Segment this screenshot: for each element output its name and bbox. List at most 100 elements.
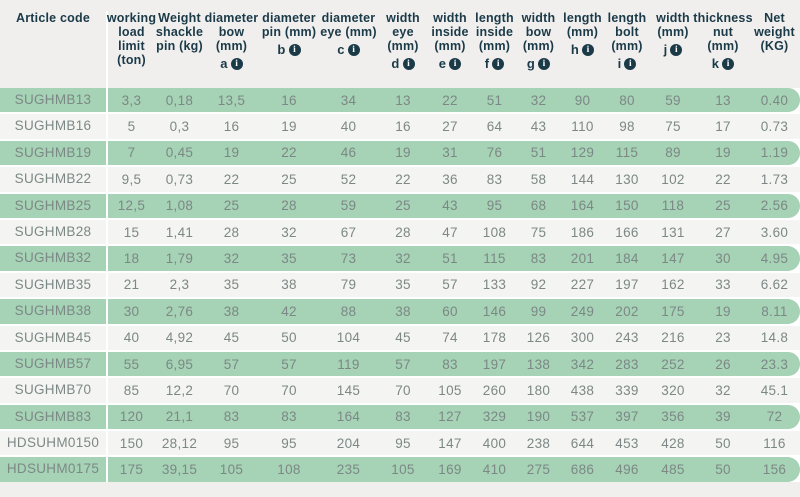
info-icon[interactable]: i — [449, 58, 462, 70]
value-cell-diameter-bow: 16 — [223, 119, 240, 135]
value-cell-width-bow: 126 — [526, 330, 551, 346]
info-icon[interactable]: i — [582, 44, 595, 56]
info-icon[interactable]: i — [347, 44, 360, 56]
value-cell-length-bolt: 339 — [615, 382, 639, 398]
value-cell-width: 162 — [661, 277, 685, 293]
value-cell-length-bolt: 496 — [615, 462, 639, 478]
column-header-line: weight — [754, 25, 795, 39]
value-cell-length: 186 — [570, 224, 595, 240]
table-row: SUGHMB19 7 0,45 19 22 46 19 31 76 51 129 115 89 19 1.1… — [0, 140, 800, 166]
value-cell-width-eye: 70 — [395, 382, 411, 398]
value-cell-diameter-eye: 59 — [340, 198, 357, 214]
value-cell-width-eye: 13 — [395, 92, 411, 108]
value-cell-length: 201 — [570, 251, 595, 267]
article-code-cell: HDSUHM0175 — [0, 457, 108, 482]
value-cell-length-inside: 178 — [482, 330, 507, 346]
value-cell-length-inside: 400 — [482, 435, 507, 451]
value-cell-length-bolt: 243 — [615, 330, 639, 346]
column-header-line: inside — [475, 25, 514, 39]
value-cell-weight-shackle-pin: 2,76 — [165, 303, 194, 319]
column-header-article-code: Article code — [0, 11, 108, 88]
column-header-line: (mm) — [215, 39, 248, 53]
value-cell-net-weight: 2.56 — [760, 198, 789, 214]
info-icon[interactable]: i — [402, 58, 415, 70]
table-row: SUGHMB32 18 1,79 32 35 73 32 51 115 83 201 184 147 30… — [0, 246, 800, 271]
dimension-letter: g — [526, 56, 536, 71]
value-cell-weight-shackle-pin: 0,73 — [165, 171, 194, 187]
value-cell-net-weight: 156 — [762, 462, 787, 478]
table-row: SUGHMB70 85 12,2 70 70 145 70 105 260 180 438 339 32… — [0, 378, 800, 403]
info-icon[interactable]: i — [492, 58, 505, 70]
dimension-letter: b — [277, 42, 286, 57]
value-cell-net-weight: 0.40 — [760, 92, 789, 108]
info-icon[interactable]: i — [538, 58, 551, 70]
value-cell-diameter-bow: 13,5 — [217, 92, 246, 108]
value-cell-width: 175 — [661, 303, 685, 319]
column-header-line: length — [563, 11, 602, 25]
value-cell-length: 227 — [570, 277, 595, 293]
value-cell-width-inside: 22 — [442, 92, 458, 108]
info-icon[interactable]: i — [670, 44, 683, 56]
table-row: SUGHMB28 15 1,41 28 32 67 28 47 108 75 186 166 131 27… — [0, 219, 800, 245]
value-cell-width-bow: 180 — [526, 382, 551, 398]
info-icon[interactable]: i — [722, 58, 735, 70]
info-icon[interactable]: i — [230, 58, 243, 70]
value-cell-diameter-pin: 35 — [281, 251, 297, 267]
value-cell-width-bow: 99 — [530, 303, 547, 319]
value-cell-length-bolt: 98 — [619, 119, 635, 135]
value-cell-diameter-bow: 19 — [223, 145, 240, 161]
value-cell-diameter-eye: 88 — [340, 303, 357, 319]
value-cell-thickness-nut: 27 — [715, 224, 731, 240]
value-cell-width-eye: 19 — [395, 145, 411, 161]
value-cell-thickness-nut: 23 — [715, 330, 731, 346]
value-cell-width: 131 — [661, 224, 685, 240]
value-cell-width-eye: 35 — [395, 277, 411, 293]
value-cell-width-bow: 32 — [530, 92, 547, 108]
info-icon[interactable]: i — [624, 58, 637, 70]
dimension-letter: k — [711, 56, 720, 71]
value-cell-diameter-pin: 83 — [281, 409, 297, 425]
value-cell-length-bolt: 150 — [615, 198, 639, 214]
value-cell-thickness-nut: 32 — [715, 382, 731, 398]
value-cell-length-bolt: 453 — [615, 435, 639, 451]
value-cell-width-bow: 138 — [526, 356, 551, 372]
value-cell-width-inside: 74 — [442, 330, 458, 346]
value-cell-width-inside: 147 — [438, 435, 462, 451]
value-cell-length-bolt: 115 — [615, 145, 639, 161]
value-cell-working-load-limit: 12,5 — [117, 198, 146, 214]
value-cell-width-bow: 83 — [530, 251, 547, 267]
value-cell-weight-shackle-pin: 39,15 — [161, 462, 198, 478]
dimension-letter: f — [484, 56, 490, 71]
value-cell-width-inside: 31 — [442, 145, 458, 161]
value-cell-weight-shackle-pin: 21,1 — [165, 409, 194, 425]
value-cell-length-inside: 197 — [482, 356, 507, 372]
value-cell-diameter-pin: 50 — [281, 330, 297, 346]
value-cell-weight-shackle-pin: 1,79 — [165, 251, 194, 267]
article-code-cell: SUGHMB16 — [0, 114, 108, 139]
column-header-width-eye: width eye (mm) d i — [378, 11, 428, 88]
value-cell-diameter-bow: 32 — [223, 251, 240, 267]
value-cell-working-load-limit: 18 — [123, 251, 140, 267]
value-cell-length-inside: 51 — [486, 92, 503, 108]
info-icon[interactable]: i — [288, 44, 301, 56]
value-cell-diameter-pin: 22 — [281, 145, 297, 161]
value-cell-length: 129 — [570, 145, 595, 161]
column-header-line: (KG) — [760, 39, 789, 53]
value-cell-thickness-nut: 25 — [715, 198, 731, 214]
value-cell-length-inside: 95 — [486, 198, 503, 214]
column-header-line: (mm) — [387, 39, 419, 53]
value-cell-weight-shackle-pin: 1,41 — [165, 224, 194, 240]
value-cell-length-bolt: 197 — [615, 277, 639, 293]
table-row: SUGHMB57 55 6,95 57 57 119 57 83 197 138 342 283 252… — [0, 351, 800, 377]
value-cell-length-bolt: 130 — [615, 171, 639, 187]
value-cell-net-weight: 45.1 — [760, 382, 789, 398]
value-cell-width: 320 — [661, 382, 685, 398]
value-cell-length: 144 — [570, 171, 595, 187]
value-cell-length: 342 — [570, 356, 595, 372]
value-cell-weight-shackle-pin: 0,45 — [165, 145, 194, 161]
value-cell-diameter-eye: 164 — [336, 409, 361, 425]
value-cell-width: 89 — [665, 145, 681, 161]
